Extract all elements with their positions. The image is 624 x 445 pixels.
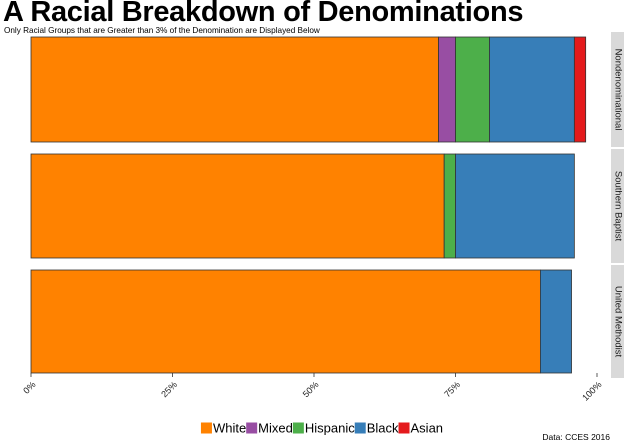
x-tick-label: 50%: [301, 379, 321, 399]
legend-swatch-black: [354, 422, 366, 434]
facet-strip-southern-baptist: [611, 149, 624, 263]
bar-southern-baptist-black: [455, 153, 575, 259]
bar-nondenominational-black: [489, 36, 575, 143]
legend-label-black: Black: [367, 421, 399, 436]
bar-southern-baptist-hispanic: [443, 153, 456, 259]
data-source-caption: Data: CCES 2016: [542, 432, 610, 442]
x-tick-label: 0%: [21, 379, 37, 395]
x-axis-ticks: 0% 25% 50% 75% 100%: [21, 373, 604, 403]
legend-swatch-white: [200, 422, 212, 434]
facet-strips: Nondenominational Southern Baptist United …: [611, 32, 624, 378]
facet-strip-united-methodist: [611, 265, 624, 378]
bar-nondenominational-hispanic: [455, 36, 490, 143]
bar-nondenominational-mixed: [438, 36, 456, 143]
legend-swatch-hispanic: [292, 422, 304, 434]
facet-strip-nondenominational: [611, 32, 624, 147]
x-tick-label: 25%: [159, 379, 179, 399]
legend: White Mixed Hispanic Black Asian: [200, 421, 444, 436]
x-tick-label: 75%: [442, 379, 462, 399]
legend-item-hispanic: Hispanic: [292, 421, 355, 436]
x-tick-label: 100%: [580, 379, 603, 402]
legend-label-hispanic: Hispanic: [305, 421, 355, 436]
bar-nondenominational-asian: [573, 36, 587, 143]
legend-item-black: Black: [354, 421, 399, 436]
legend-swatch-asian: [398, 422, 410, 434]
bar-united-methodist-white: [30, 269, 541, 374]
bar-united-methodist-black: [540, 269, 572, 374]
legend-item-asian: Asian: [398, 421, 444, 436]
legend-swatch-mixed: [246, 422, 258, 434]
facet-label-united-methodist: United Methodist: [613, 286, 624, 358]
legend-label-mixed: Mixed: [258, 421, 293, 436]
bar-southern-baptist-white: [30, 153, 445, 259]
legend-item-mixed: Mixed: [246, 421, 293, 436]
chart-title: A Racial Breakdown of Denominations: [3, 0, 524, 28]
legend-label-white: White: [213, 421, 246, 436]
chart-subtitle: Only Racial Groups that are Greater than…: [4, 26, 320, 35]
bars-layer: [30, 36, 587, 374]
facet-label-southern-baptist: Southern Baptist: [613, 171, 624, 242]
bar-nondenominational-white: [30, 36, 439, 143]
legend-label-asian: Asian: [411, 421, 444, 436]
legend-item-white: White: [200, 421, 246, 436]
facet-label-nondenominational: Nondenominational: [613, 49, 624, 131]
